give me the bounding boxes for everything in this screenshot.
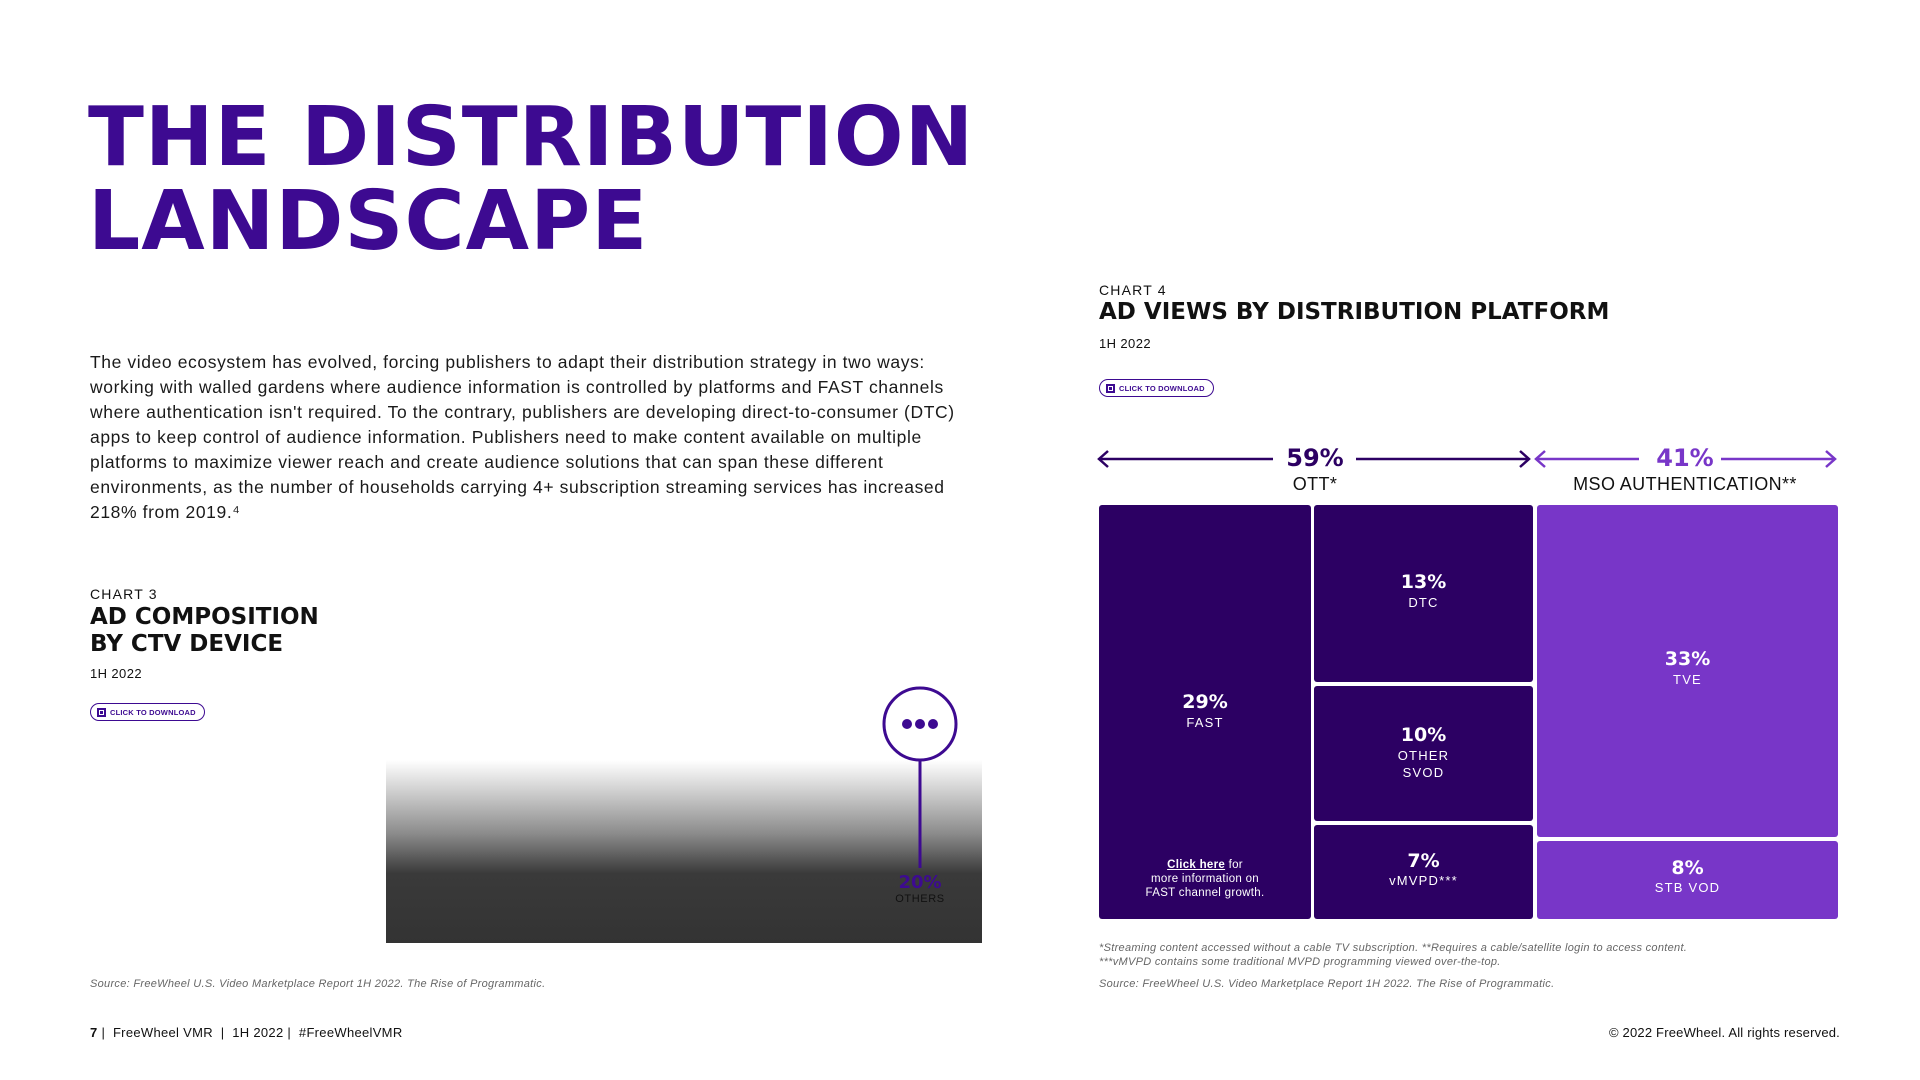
ott-share-value: 59% — [1286, 444, 1344, 472]
chart4-label: CHART 4 — [1099, 282, 1167, 298]
other-svod-label-line-1: OTHER — [1397, 748, 1450, 763]
tve-label: TVE — [1673, 672, 1702, 687]
intro-paragraph: The video ecosystem has evolved, forcing… — [90, 352, 955, 522]
page-number: 7 — [90, 1025, 98, 1040]
ott-bracket-arrow — [1097, 450, 1531, 468]
chart4-footnote-1: *Streaming content accessed without a ca… — [1099, 942, 1688, 954]
chart3-download-label: CLICK TO DOWNLOAD — [110, 707, 196, 717]
chart4-download-label: CLICK TO DOWNLOAD — [1119, 383, 1205, 393]
mso-share-value: 41% — [1656, 444, 1714, 472]
stb-vod-label: STB VOD — [1654, 880, 1721, 895]
tile-fast: 29% FAST Click here for more information… — [1099, 505, 1311, 919]
mso-bracket-arrow — [1534, 450, 1837, 468]
chart4-download-button[interactable]: CLICK TO DOWNLOAD — [1099, 379, 1214, 397]
chart4-group-brackets — [1097, 450, 1837, 468]
chart4-footnote-2: ***vMVPD contains some traditional MVPD … — [1099, 956, 1501, 968]
other-svod-label: OTHER SVOD — [1314, 747, 1533, 781]
tile-tve: 33% TVE — [1537, 505, 1838, 837]
chart3-title-line-1: AD COMPOSITION — [90, 604, 319, 630]
tve-value: 33% — [1664, 648, 1711, 670]
others-pin-icon — [882, 686, 958, 868]
footer-copyright: © 2022 FreeWheel. All rights reserved. — [1608, 1025, 1840, 1040]
fast-note-text-3: FAST channel growth. — [1145, 887, 1265, 899]
download-icon — [97, 707, 106, 717]
ott-group-label: OTT* — [1292, 474, 1338, 494]
chart3-title-line-2: BY CTV DEVICE — [90, 631, 284, 657]
stb-vod-value: 8% — [1671, 857, 1704, 879]
fast-value: 29% — [1182, 691, 1228, 713]
chart3-download-button[interactable]: CLICK TO DOWNLOAD — [90, 703, 205, 721]
chart4-footnotes: *Streaming content accessed without a ca… — [1099, 941, 1899, 969]
other-svod-label-line-2: SVOD — [1402, 765, 1445, 780]
chart3-title: AD COMPOSITION BY CTV DEVICE — [90, 604, 319, 658]
page-title-line-2: LANDSCAPE — [88, 174, 649, 269]
fast-click-here-link[interactable]: Click here — [1167, 859, 1226, 871]
chart3-others-value: 20% — [898, 872, 942, 893]
other-svod-value: 10% — [1400, 724, 1447, 746]
fast-label: FAST — [1186, 715, 1224, 730]
dtc-value: 13% — [1400, 571, 1447, 593]
chart3-label: CHART 3 — [90, 586, 158, 602]
dtc-label: DTC — [1408, 595, 1439, 610]
vmvpd-value: 7% — [1407, 850, 1440, 872]
footer-report-info: | FreeWheel VMR | 1H 2022 | #FreeWheelVM… — [97, 1025, 403, 1040]
page-title: THE DISTRIBUTION LANDSCAPE — [88, 96, 988, 264]
tile-stb-vod: 8% STB VOD — [1537, 841, 1838, 919]
chart3-plot-area — [386, 760, 982, 943]
mso-group-label: MSO AUTHENTICATION** — [1573, 474, 1797, 494]
chart3-period: 1H 2022 — [90, 666, 142, 681]
fast-note-text-2: more information on — [1151, 873, 1259, 885]
vmvpd-label: vMVPD*** — [1389, 873, 1458, 888]
chart4-source: Source: FreeWheel U.S. Video Marketplace… — [1099, 978, 1555, 990]
chart4-period: 1H 2022 — [1099, 336, 1151, 351]
download-icon — [1106, 383, 1115, 393]
fast-channel-note: Click here for more information on FAST … — [1099, 858, 1311, 900]
tile-dtc: 13% DTC — [1314, 505, 1533, 682]
chart3-others-label: OTHERS — [895, 893, 945, 905]
fast-note-text-1: for — [1225, 859, 1243, 871]
page-title-line-1: THE DISTRIBUTION — [88, 90, 975, 185]
chart4-title: AD VIEWS BY DISTRIBUTION PLATFORM — [1099, 299, 1610, 325]
tile-other-svod: 10% OTHER SVOD — [1314, 686, 1533, 821]
tile-vmvpd: 7% vMVPD*** — [1314, 825, 1533, 919]
chart3-source: Source: FreeWheel U.S. Video Marketplace… — [90, 978, 546, 990]
footer-left: 7 | FreeWheel VMR | 1H 2022 | #FreeWheel… — [90, 1025, 403, 1040]
